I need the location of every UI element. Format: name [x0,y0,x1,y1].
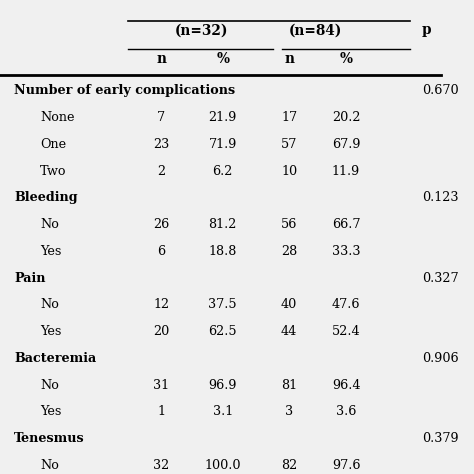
Text: 10: 10 [281,164,297,178]
Text: 1: 1 [157,405,165,418]
Text: 62.5: 62.5 [209,325,237,338]
Text: (n=84): (n=84) [289,23,342,37]
Text: p: p [422,23,431,37]
Text: 40: 40 [281,298,297,311]
Text: 37.5: 37.5 [209,298,237,311]
Text: 67.9: 67.9 [332,138,360,151]
Text: 56: 56 [281,218,297,231]
Text: Yes: Yes [40,325,62,338]
Text: 6.2: 6.2 [213,164,233,178]
Text: 0.670: 0.670 [422,84,458,98]
Text: Tenesmus: Tenesmus [14,432,85,445]
Text: 26: 26 [153,218,169,231]
Text: 20: 20 [153,325,169,338]
Text: 97.6: 97.6 [332,459,360,472]
Text: 33.3: 33.3 [332,245,360,258]
Text: No: No [40,298,59,311]
Text: n: n [284,52,294,65]
Text: 3.6: 3.6 [336,405,356,418]
Text: n: n [156,52,166,65]
Text: 96.4: 96.4 [332,379,360,392]
Text: 12: 12 [153,298,169,311]
Text: 7: 7 [157,111,165,124]
Text: 2: 2 [157,164,165,178]
Text: Bleeding: Bleeding [14,191,78,204]
Text: 100.0: 100.0 [204,459,241,472]
Text: (n=32): (n=32) [175,23,228,37]
Text: 20.2: 20.2 [332,111,360,124]
Text: 23: 23 [153,138,169,151]
Text: Two: Two [40,164,67,178]
Text: 0.327: 0.327 [422,272,458,284]
Text: No: No [40,459,59,472]
Text: 21.9: 21.9 [209,111,237,124]
Text: 18.8: 18.8 [209,245,237,258]
Text: Yes: Yes [40,405,62,418]
Text: 32: 32 [153,459,169,472]
Text: Pain: Pain [14,272,46,284]
Text: %: % [216,52,229,65]
Text: No: No [40,218,59,231]
Text: 0.379: 0.379 [422,432,458,445]
Text: 0.123: 0.123 [422,191,458,204]
Text: None: None [40,111,75,124]
Text: 28: 28 [281,245,297,258]
Text: No: No [40,379,59,392]
Text: 52.4: 52.4 [332,325,360,338]
Text: 47.6: 47.6 [332,298,360,311]
Text: One: One [40,138,66,151]
Text: 3.1: 3.1 [213,405,233,418]
Text: 6: 6 [157,245,165,258]
Text: Bacteremia: Bacteremia [14,352,97,365]
Text: 81: 81 [281,379,297,392]
Text: 57: 57 [281,138,297,151]
Text: %: % [339,52,353,65]
Text: 81.2: 81.2 [209,218,237,231]
Text: 66.7: 66.7 [332,218,360,231]
Text: 11.9: 11.9 [332,164,360,178]
Text: 0.906: 0.906 [422,352,458,365]
Text: 82: 82 [281,459,297,472]
Text: 17: 17 [281,111,297,124]
Text: 3: 3 [285,405,293,418]
Text: Number of early complications: Number of early complications [14,84,236,98]
Text: Yes: Yes [40,245,62,258]
Text: 44: 44 [281,325,297,338]
Text: 31: 31 [153,379,169,392]
Text: 71.9: 71.9 [209,138,237,151]
Text: 96.9: 96.9 [209,379,237,392]
